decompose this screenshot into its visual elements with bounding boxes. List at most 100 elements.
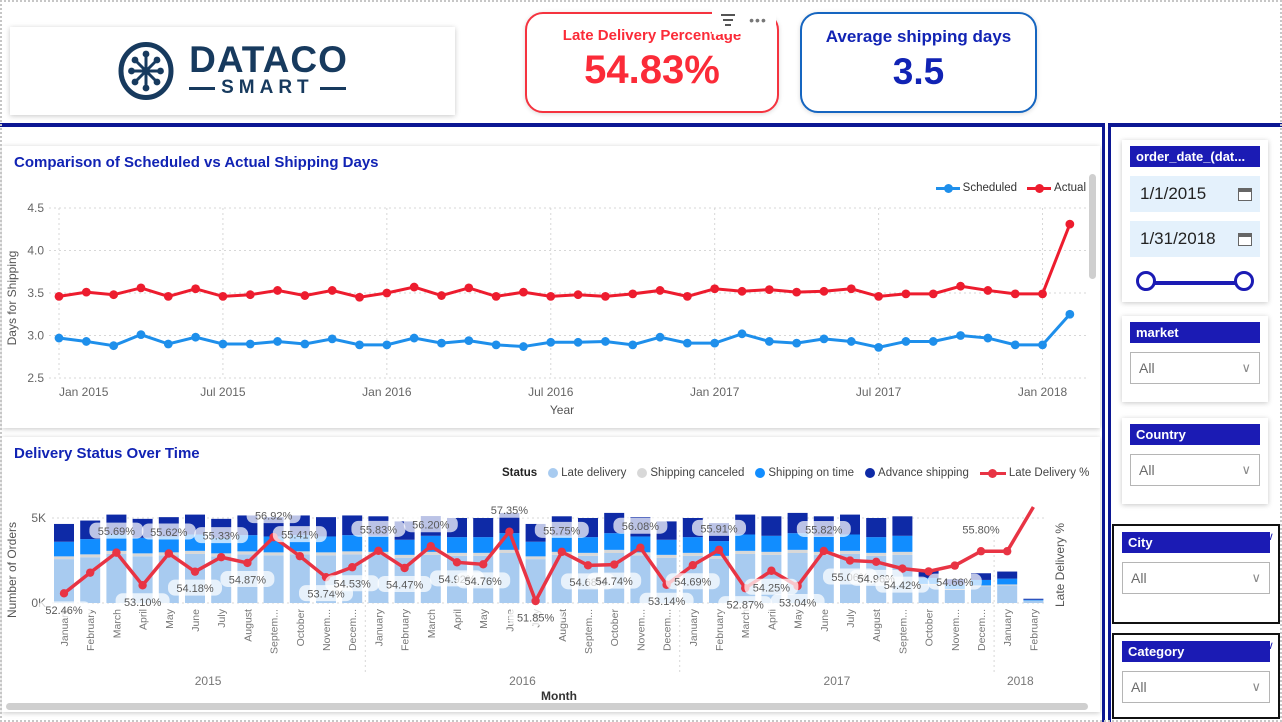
dataco-logo-icon [118, 42, 174, 100]
filter-icon[interactable] [721, 14, 736, 26]
svg-text:Decem...: Decem... [662, 609, 674, 651]
svg-text:54.42%: 54.42% [884, 580, 922, 592]
legend-item-scheduled[interactable]: Scheduled [935, 182, 1018, 194]
more-options-icon[interactable]: ••• [749, 12, 767, 28]
market-dropdown[interactable]: All ∨ [1130, 352, 1260, 384]
svg-text:5K: 5K [31, 511, 46, 525]
chart2-scrollbar[interactable] [6, 703, 1088, 710]
svg-text:Novem...: Novem... [950, 609, 962, 651]
svg-text:January: January [688, 608, 700, 646]
chevron-down-icon[interactable]: ∨ [1265, 640, 1274, 652]
country-dropdown[interactable]: All ∨ [1130, 454, 1260, 486]
svg-text:January: January [1002, 608, 1014, 646]
pct-data-labels: 52.46% 55.69% 53.10% 55.62% 54.18% 55.33% 54.8… [37, 501, 1008, 625]
legend-item-shipping-on-time[interactable]: Shipping on time [755, 467, 854, 479]
svg-text:May: May [478, 608, 490, 629]
legend-marker [1027, 183, 1052, 193]
legend-marker [755, 468, 766, 478]
city-dropdown-value: All [1131, 570, 1147, 586]
svg-text:54.18%: 54.18% [176, 583, 214, 595]
market-slicer-header: market [1130, 322, 1260, 343]
scheduled-vs-actual-chart[interactable]: Comparison of Scheduled vs Actual Shippi… [2, 146, 1100, 428]
legend-label: Shipping on time [768, 467, 855, 479]
avg-shipping-kpi-card[interactable]: Average shipping days 3.5 [800, 12, 1037, 113]
svg-text:March: March [740, 609, 752, 638]
svg-text:April: April [138, 609, 150, 630]
chevron-down-icon[interactable]: ∨ [1265, 531, 1274, 543]
svg-text:56.20%: 56.20% [412, 520, 450, 532]
city-dropdown[interactable]: All ∨ [1122, 562, 1270, 594]
svg-text:55.83%: 55.83% [360, 524, 398, 536]
svg-text:February: February [714, 608, 726, 651]
svg-text:2.5: 2.5 [27, 371, 44, 385]
date-range-slider[interactable] [1136, 271, 1254, 295]
chart1-legend: Scheduled Actual [935, 182, 1086, 194]
legend-item-shipping-canceled[interactable]: Shipping canceled [637, 467, 744, 479]
avg-shipping-kpi-title: Average shipping days [825, 27, 1012, 46]
legend-item-actual[interactable]: Actual [1027, 182, 1086, 194]
legend-item-late-delivery-[interactable]: Late Delivery % [979, 467, 1089, 479]
chart1-plot[interactable]: 2.5 3.0 3.5 4.0 4.5 Jan 2015 Jul 2015 Jan 2016 J… [2, 198, 1097, 426]
chevron-down-icon: ∨ [1251, 570, 1261, 585]
delivery-status-chart[interactable]: Delivery Status Over Time Status Late del… [2, 437, 1100, 712]
late-delivery-pct-line[interactable] [59, 506, 1035, 606]
svg-text:October: October [924, 609, 936, 647]
svg-text:54.53%: 54.53% [334, 579, 372, 591]
svg-text:55.69%: 55.69% [98, 526, 136, 538]
svg-text:Year: Year [550, 403, 574, 417]
legend-label: Actual [1054, 182, 1086, 194]
legend-label: Shipping canceled [650, 467, 745, 479]
slider-track[interactable] [1146, 281, 1244, 285]
svg-text:55.80%: 55.80% [962, 525, 1000, 537]
svg-text:56.08%: 56.08% [622, 521, 660, 533]
svg-text:4.5: 4.5 [27, 201, 44, 215]
svg-text:3.5: 3.5 [27, 286, 44, 300]
svg-text:August: August [871, 609, 883, 642]
start-date-input[interactable]: 1/1/2015 [1130, 176, 1260, 212]
svg-text:July: July [845, 608, 857, 627]
svg-text:Days for Shipping: Days for Shipping [5, 251, 19, 346]
svg-text:55.75%: 55.75% [543, 525, 581, 537]
svg-text:January: January [373, 608, 385, 646]
category-dropdown-value: All [1131, 679, 1147, 695]
svg-text:Novem...: Novem... [321, 609, 333, 651]
slider-handle-end[interactable] [1234, 271, 1254, 291]
start-date-value: 1/1/2015 [1140, 184, 1207, 203]
svg-text:October: October [609, 609, 621, 647]
chart1-scrollbar[interactable] [1089, 174, 1096, 279]
calendar-icon[interactable] [1238, 187, 1252, 201]
chevron-down-icon: ∨ [1241, 360, 1251, 375]
svg-text:Month: Month [541, 689, 577, 703]
svg-text:Decem...: Decem... [347, 609, 359, 651]
category-dropdown[interactable]: All ∨ [1122, 671, 1270, 703]
chart2-title: Delivery Status Over Time [14, 445, 200, 462]
scheduled-line-series[interactable] [54, 309, 1075, 352]
legend-marker [548, 468, 559, 478]
legend-item-late-delivery[interactable]: Late delivery [548, 467, 626, 479]
svg-text:54.66%: 54.66% [936, 577, 974, 589]
slider-handle-start[interactable] [1136, 271, 1156, 291]
svg-text:4.0: 4.0 [27, 244, 44, 258]
svg-text:53.04%: 53.04% [779, 598, 817, 610]
svg-text:Late Delivery %: Late Delivery % [1053, 523, 1067, 607]
logo-brand-text: DATACO [189, 39, 348, 80]
svg-text:July: July [216, 608, 228, 627]
legend-item-advance-shipping[interactable]: Advance shipping [865, 467, 969, 479]
legend-marker [979, 468, 1006, 478]
category-slicer-group: ∨ Category All ∨ [1112, 633, 1280, 719]
svg-text:Decem...: Decem... [976, 609, 988, 651]
late-delivery-kpi-title: Late Delivery Percentage [562, 27, 742, 44]
svg-text:2017: 2017 [824, 674, 851, 688]
svg-text:Jul 2015: Jul 2015 [200, 385, 246, 399]
legend-label: Scheduled [962, 182, 1018, 194]
legend-marker [637, 468, 648, 478]
calendar-icon[interactable] [1238, 232, 1252, 246]
svg-text:3.0: 3.0 [27, 329, 44, 343]
svg-text:Jul 2016: Jul 2016 [528, 385, 574, 399]
actual-line-series[interactable] [54, 219, 1075, 302]
end-date-input[interactable]: 1/31/2018 [1130, 221, 1260, 257]
svg-text:Septem...: Septem... [269, 609, 281, 654]
svg-text:October: October [295, 609, 307, 647]
panel-divider-line [1102, 123, 1111, 722]
